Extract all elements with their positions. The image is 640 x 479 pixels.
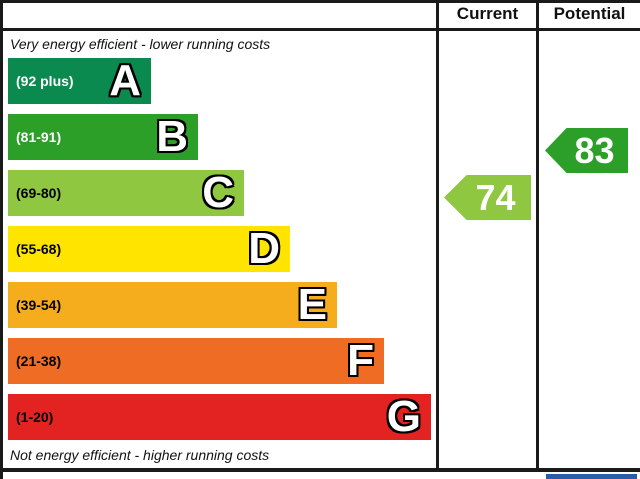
band-g-range: (1-20) [16,409,54,425]
band-f: (21-38) F [8,338,384,384]
band-g-letter: G [386,392,421,441]
header-separator-line [0,28,640,31]
caption-very-efficient: Very energy efficient - lower running co… [10,36,271,52]
band-f-letter: F [347,336,374,385]
table-border-left [0,0,3,479]
current-rating-value: 74 [475,176,516,218]
current-column-divider [436,0,439,468]
band-g: (1-20) G [8,394,431,440]
band-b-letter: B [156,112,188,161]
band-d: (55-68) D [8,226,290,272]
table-border-top [0,0,640,3]
band-a-range: (92 plus) [16,73,74,89]
band-b: (81-91) B [8,114,198,160]
band-e-range: (39-54) [16,297,62,313]
band-c-letter: C [202,168,234,217]
band-a: (92 plus) A [8,58,151,104]
caption-not-efficient: Not energy efficient - higher running co… [10,447,270,463]
potential-column-divider [536,0,539,468]
band-d-letter: D [248,224,280,273]
band-a-letter: A [109,56,141,105]
table-border-bottom [0,468,640,472]
potential-rating-value: 83 [574,129,615,171]
current-rating-arrow: 74 [444,175,531,220]
band-d-range: (55-68) [16,241,62,257]
potential-rating-arrow: 83 [545,128,628,173]
band-c: (69-80) C [8,170,244,216]
band-b-range: (81-91) [16,129,62,145]
band-c-range: (69-80) [16,185,62,201]
band-f-range: (21-38) [16,353,62,369]
potential-column-header: Potential [553,4,626,23]
band-e: (39-54) E [8,282,337,328]
rating-bands: (92 plus) A (81-91) B (69-80) C (55-68) … [8,58,431,440]
eu-flag-partial [546,474,637,479]
current-column-header: Current [456,4,519,23]
band-e-letter: E [297,280,327,329]
